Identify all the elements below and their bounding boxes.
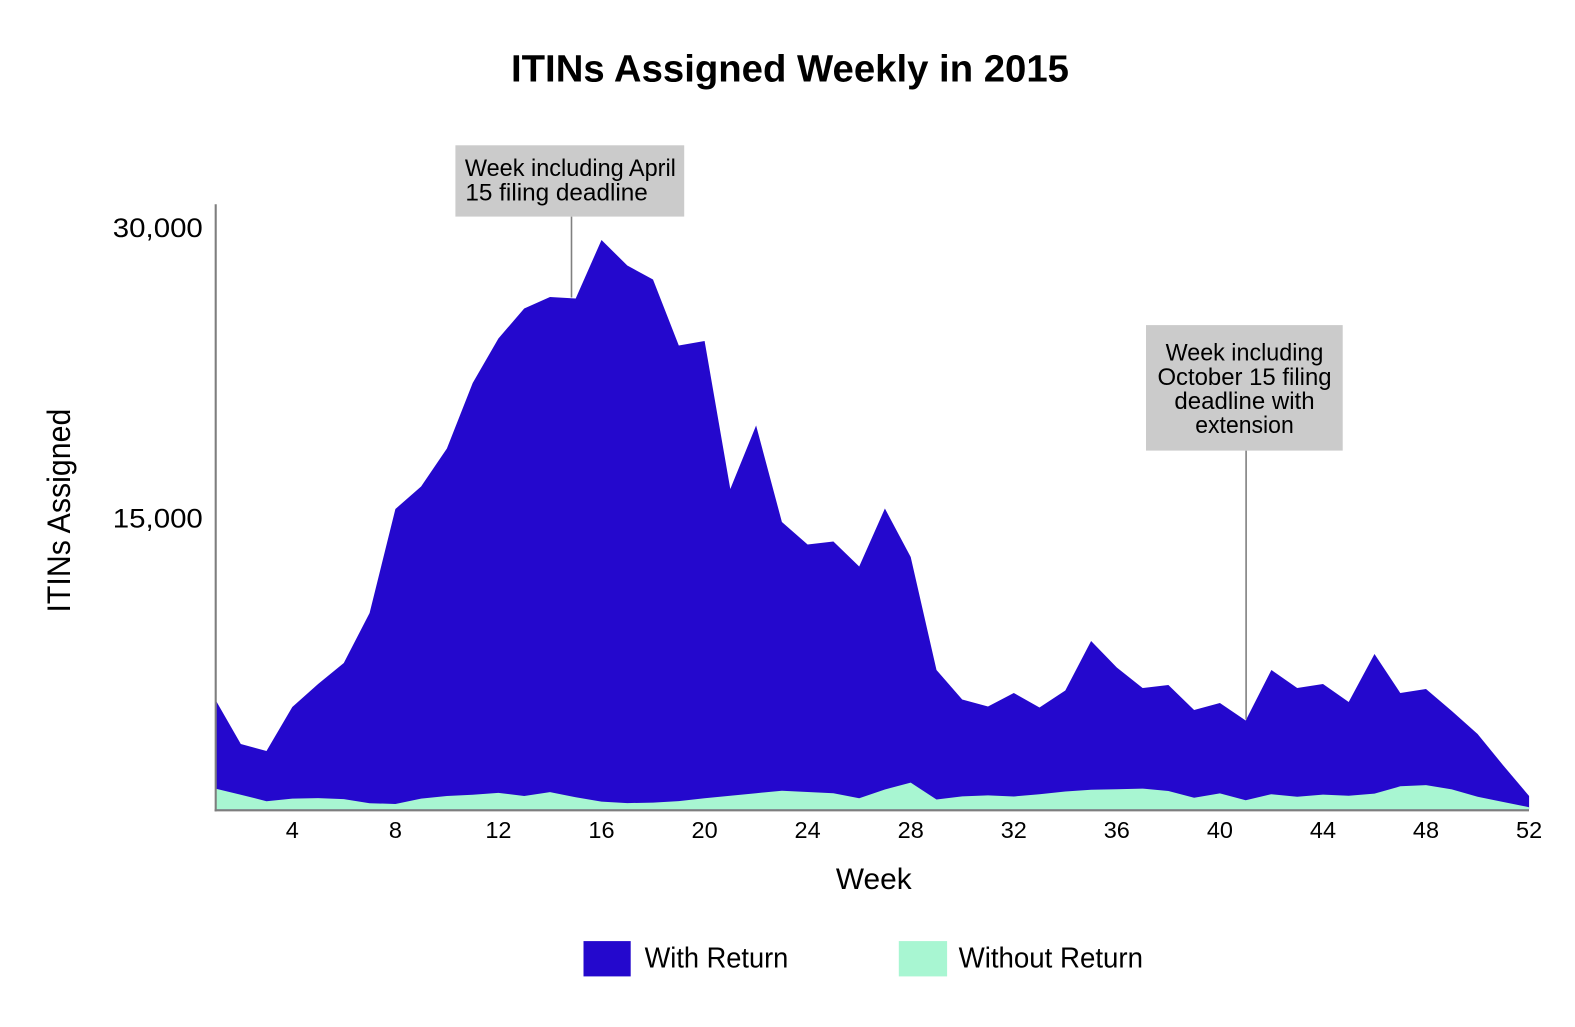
svg-text:Week: Week — [836, 863, 912, 896]
svg-text:Without Return: Without Return — [959, 943, 1143, 975]
svg-text:24: 24 — [795, 817, 821, 843]
svg-text:deadline with: deadline with — [1174, 388, 1314, 415]
svg-text:8: 8 — [389, 817, 402, 843]
svg-text:4: 4 — [286, 817, 299, 843]
svg-text:44: 44 — [1310, 817, 1336, 843]
svg-text:12: 12 — [485, 817, 511, 843]
svg-text:ITINs Assigned: ITINs Assigned — [41, 409, 77, 613]
svg-text:October 15 filing: October 15 filing — [1157, 364, 1331, 391]
svg-text:30,000: 30,000 — [113, 212, 203, 243]
svg-text:28: 28 — [898, 817, 924, 843]
svg-text:ITINs Assigned Weekly in 2015: ITINs Assigned Weekly in 2015 — [511, 49, 1069, 91]
svg-text:40: 40 — [1207, 817, 1233, 843]
svg-text:48: 48 — [1413, 817, 1439, 843]
svg-text:15,000: 15,000 — [113, 502, 203, 533]
svg-text:20: 20 — [692, 817, 718, 843]
svg-text:With Return: With Return — [645, 943, 789, 975]
svg-text:52: 52 — [1516, 817, 1542, 843]
svg-text:15 filing deadline: 15 filing deadline — [465, 179, 647, 206]
svg-text:Week including April: Week including April — [465, 155, 676, 182]
svg-text:Week including: Week including — [1166, 340, 1324, 367]
svg-text:extension: extension — [1195, 412, 1294, 439]
svg-text:36: 36 — [1104, 817, 1130, 843]
svg-text:16: 16 — [588, 817, 614, 843]
svg-text:32: 32 — [1001, 817, 1027, 843]
